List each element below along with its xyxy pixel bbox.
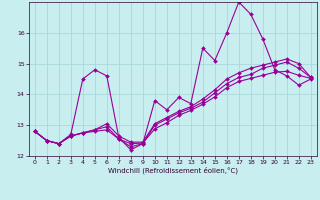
X-axis label: Windchill (Refroidissement éolien,°C): Windchill (Refroidissement éolien,°C): [108, 167, 238, 174]
